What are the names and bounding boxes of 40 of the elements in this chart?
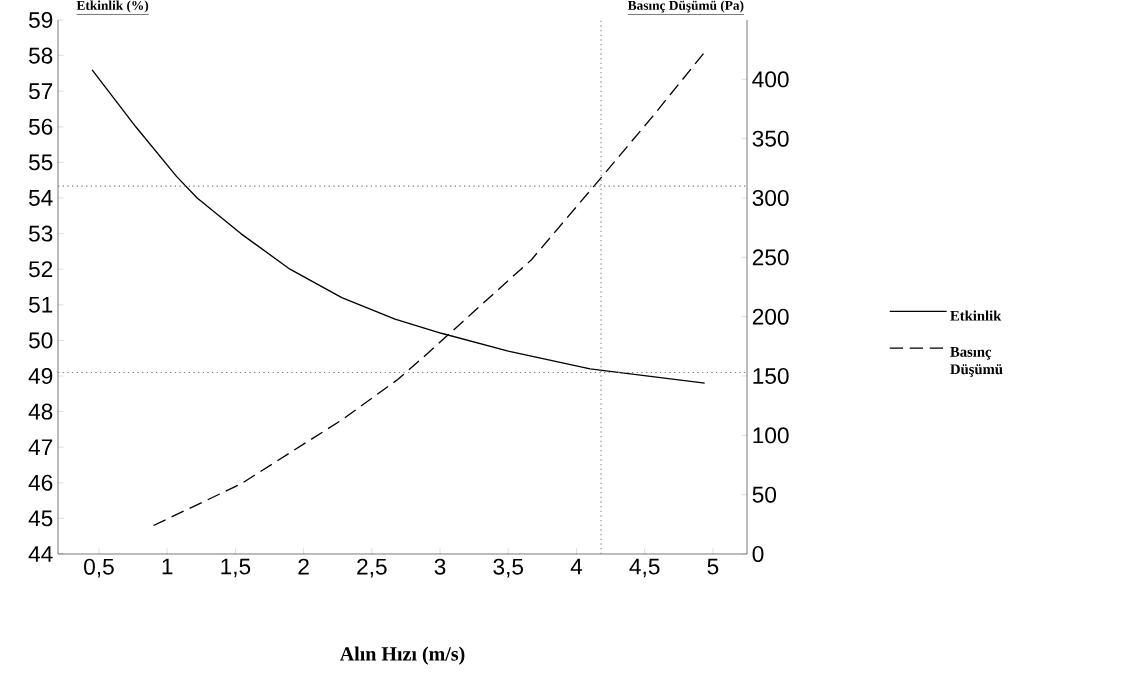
- y-tick-label: 51: [28, 296, 53, 313]
- x-tick-label: 1: [162, 558, 173, 575]
- x-tick-label: 3: [434, 558, 446, 575]
- legend-label: Basınç Düşümü: [950, 347, 1003, 377]
- y-tick-label: 44: [28, 546, 53, 562]
- y-tick-label: 54: [28, 190, 53, 206]
- y2-tick-label: 50: [752, 486, 777, 503]
- y-tick-label: 48: [28, 403, 53, 420]
- y2-tick-label: 350: [752, 130, 789, 147]
- y-tick-label: 56: [28, 118, 53, 135]
- y-tick-label: 49: [28, 367, 53, 385]
- y-tick-label: 59: [28, 11, 53, 29]
- x-tick-label: 2: [298, 558, 309, 575]
- x-tick-label: 1,5: [221, 558, 251, 578]
- y-tick-label: 45: [28, 510, 53, 527]
- y2-tick-label: 300: [752, 189, 789, 207]
- y2-tick-label: 400: [752, 71, 789, 88]
- y-tick-label: 50: [28, 332, 53, 349]
- x-axis-title: Alın Hızı (m/s): [339, 646, 465, 665]
- legend-label: Etkinlik: [950, 310, 1002, 321]
- y-tick-label: 58: [28, 47, 53, 64]
- y2-tick-label: 150: [753, 367, 789, 385]
- y-tick-label: 52: [28, 261, 53, 278]
- y-axis-title: Etkinlik (%): [76, 0, 149, 13]
- y-tick-label: 46: [28, 474, 53, 491]
- x-tick-label: 4: [570, 558, 583, 575]
- y2-tick-label: 0: [752, 545, 764, 563]
- y2-tick-label: 250: [752, 249, 789, 266]
- y2-axis-title: Basınç Düşümü (Pa): [627, 0, 744, 13]
- x-tick-label: 0,5: [84, 558, 114, 578]
- y-tick-label: 57: [28, 83, 53, 100]
- x-tick-label: 4,5: [629, 558, 660, 578]
- y2-tick-label: 200: [752, 308, 789, 325]
- x-tick-label: 3,5: [493, 558, 524, 578]
- x-tick-label: 2,5: [357, 558, 387, 578]
- y-tick-label: 53: [28, 225, 53, 242]
- y-tick-label: 55: [28, 154, 53, 171]
- y2-tick-label: 100: [753, 427, 789, 444]
- y-tick-label: 47: [28, 439, 53, 455]
- x-tick-label: 5: [707, 558, 719, 575]
